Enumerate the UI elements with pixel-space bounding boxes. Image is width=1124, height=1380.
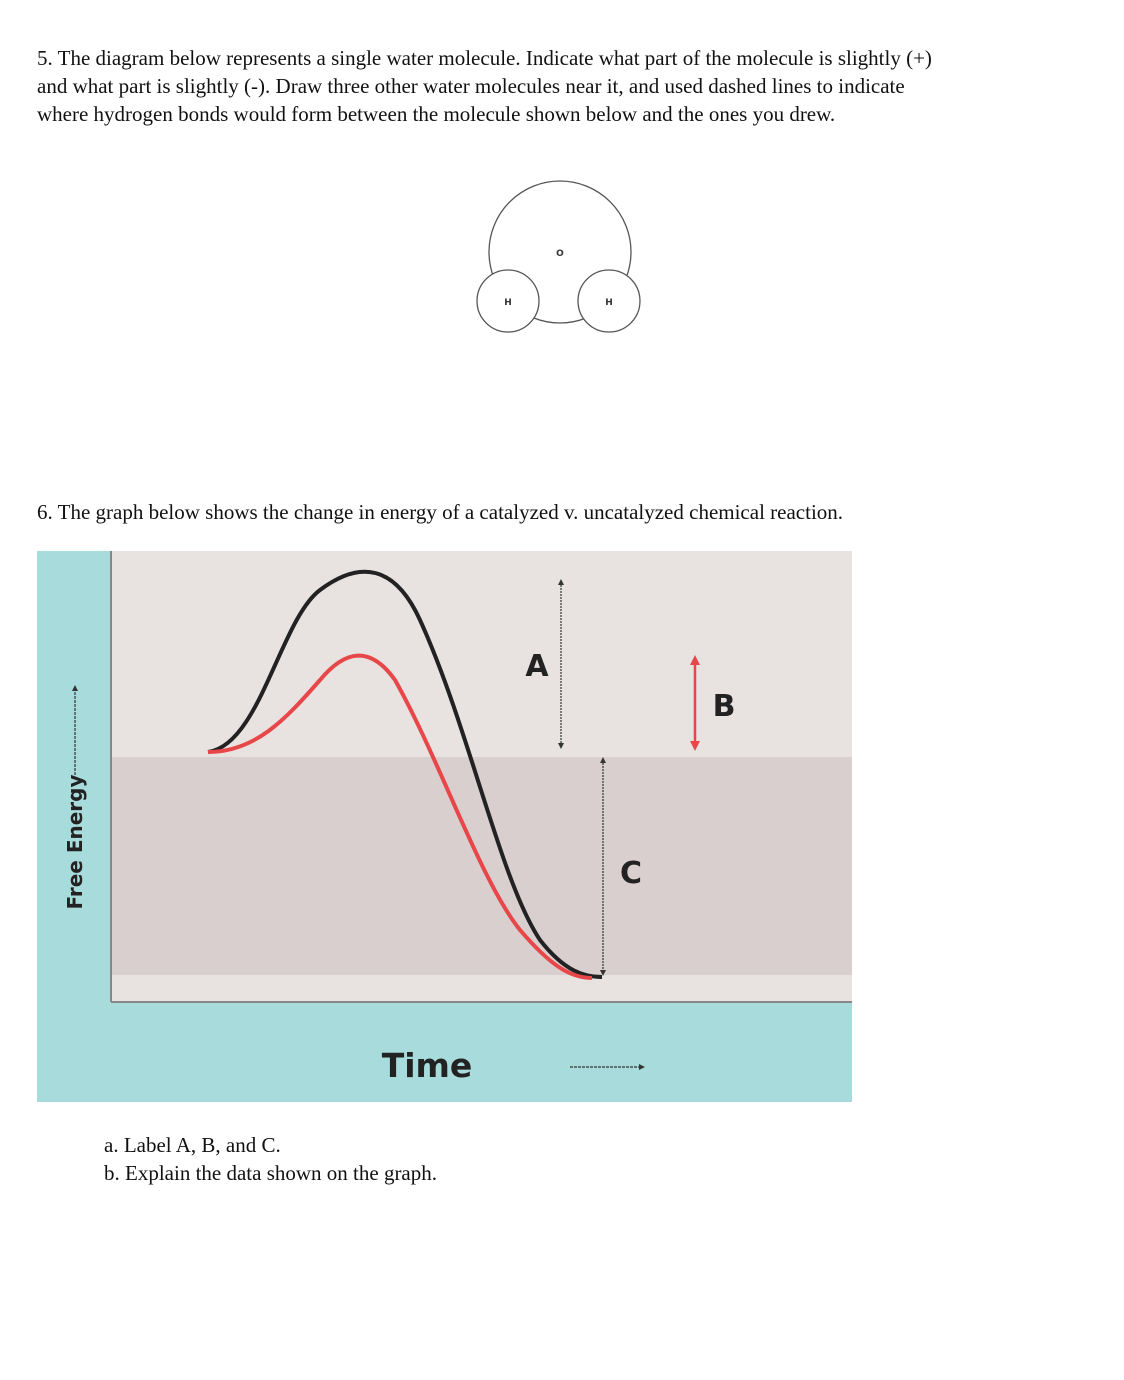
q5-line: where hydrogen bonds would form between … (37, 102, 836, 126)
water-molecule (476, 180, 641, 333)
atom-label: O (556, 249, 564, 259)
label-b: B (713, 689, 736, 724)
q6-text: 6. The graph below shows the change in e… (37, 500, 844, 524)
label-a: A (525, 649, 549, 684)
y-axis-label: Free Energy (63, 774, 87, 909)
x-axis-label: Time (382, 1046, 473, 1085)
energy-graph: A B C Time Free Energy (37, 551, 852, 1102)
q5-line: 5. The diagram below represents a single… (37, 46, 932, 70)
q5-line: and what part is slightly (-). Draw thre… (37, 74, 905, 98)
item: a. Label A, B, and C. (104, 1133, 281, 1157)
item: b. Explain the data shown on the graph. (104, 1161, 438, 1185)
label-c: C (620, 856, 642, 891)
atom-label: H (605, 298, 613, 308)
atom-label: H (504, 298, 512, 308)
